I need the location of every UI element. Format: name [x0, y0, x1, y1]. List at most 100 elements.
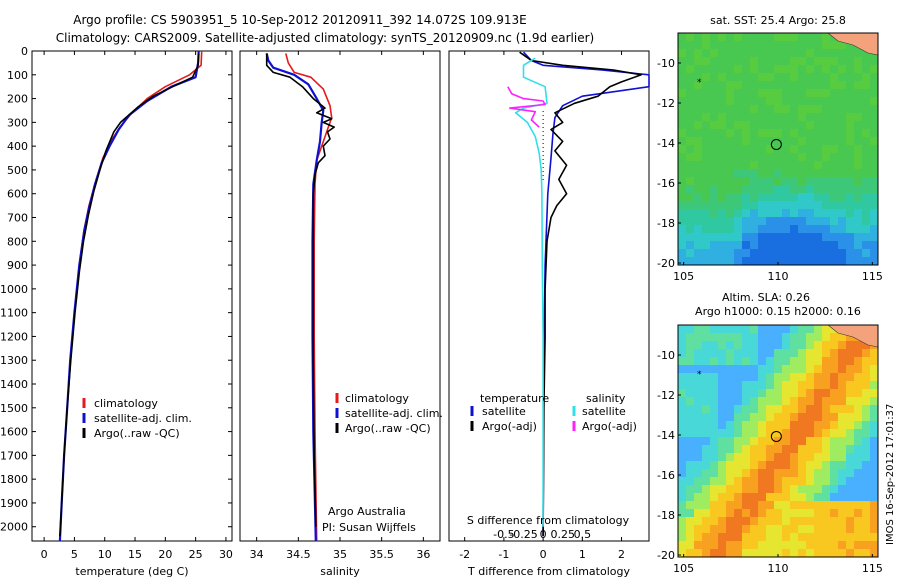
map-cell: [702, 501, 711, 510]
map-cell: [750, 341, 759, 350]
sst-map-axes: 105 110 115-10-12-14-16-18-20: [657, 57, 883, 283]
map-cell: [838, 333, 847, 342]
credit-agency: Argo Australia: [328, 505, 406, 518]
map-cell: [838, 241, 847, 250]
map-cell: [830, 533, 839, 542]
map-cell: [854, 169, 863, 178]
map-cell: [822, 477, 831, 486]
map-cell: [830, 169, 839, 178]
map-cell: [750, 389, 759, 398]
map-cell: [734, 129, 743, 138]
map-cell: [862, 177, 871, 186]
map-cell: [790, 421, 799, 430]
map-cell: [774, 421, 783, 430]
map-cell: [822, 509, 831, 518]
map-cell: [726, 517, 735, 526]
depth-tick-label: 800: [7, 235, 28, 248]
map-cell: [686, 153, 695, 162]
map-cell: [702, 257, 711, 266]
map-cell: [726, 365, 735, 374]
depth-tick-label: 0: [21, 45, 28, 58]
map-cell: [806, 381, 815, 390]
map-cell: [734, 493, 743, 502]
map-cell: [782, 501, 791, 510]
map-cell: [718, 161, 727, 170]
depth-tick-label: 600: [7, 188, 28, 201]
map-cell: [854, 397, 863, 406]
map-cell: [702, 429, 711, 438]
map-cell: [862, 541, 871, 550]
map-cell: [678, 177, 687, 186]
map-cell: [742, 105, 751, 114]
map-cell: [750, 89, 759, 98]
map-cell: [710, 97, 719, 106]
map-cell: [718, 525, 727, 534]
map-cell: [750, 81, 759, 90]
map-cell: [782, 225, 791, 234]
map-cell: [822, 257, 831, 266]
map-cell: [702, 137, 711, 146]
map-cell: [758, 397, 767, 406]
map-cell: [814, 357, 823, 366]
map-cell: [822, 357, 831, 366]
map-cell: [686, 201, 695, 210]
map-cell: [822, 365, 831, 374]
map-cell: [734, 65, 743, 74]
map-cell: [822, 65, 831, 74]
map-cell: [862, 113, 871, 122]
map-cell: [694, 217, 703, 226]
map-cell: [734, 389, 743, 398]
map-cell: [790, 365, 799, 374]
map-cell: [702, 209, 711, 218]
map-cell: [806, 549, 815, 558]
map-cell: [766, 373, 775, 382]
legend-label-climatology: climatology: [94, 397, 158, 410]
map-cell: [726, 397, 735, 406]
map-cell: [814, 41, 823, 50]
map-cell: [686, 41, 695, 50]
map-cell: [686, 485, 695, 494]
map-cell: [790, 373, 799, 382]
map-cell: [758, 381, 767, 390]
map-cell: [854, 437, 863, 446]
map-cell: [870, 89, 879, 98]
map-cell: [726, 153, 735, 162]
map-cell: [854, 89, 863, 98]
map-cell: [838, 81, 847, 90]
map-cell: [758, 517, 767, 526]
map-cell: [830, 73, 839, 82]
map-cell: [702, 81, 711, 90]
map-cell: [870, 177, 879, 186]
map-cell: [854, 413, 863, 422]
map-cell: [742, 201, 751, 210]
map-cell: [846, 397, 855, 406]
map-cell: [814, 105, 823, 114]
map-cell: [766, 145, 775, 154]
map-cell: [806, 161, 815, 170]
map-cell: [790, 485, 799, 494]
map-cell: [838, 49, 847, 58]
map-cell: [830, 549, 839, 558]
map-cell: [742, 217, 751, 226]
map-cell: [742, 233, 751, 242]
map-cell: [862, 445, 871, 454]
map-cell: [790, 177, 799, 186]
map-cell: [726, 509, 735, 518]
map-cell: [726, 381, 735, 390]
map-cell: [678, 217, 687, 226]
map-cell: [694, 421, 703, 430]
map-cell: [798, 185, 807, 194]
map-cell: [758, 57, 767, 66]
map-cell: [806, 333, 815, 342]
map-cell: [686, 429, 695, 438]
legend-label-temp-argo: Argo(-adj): [482, 420, 537, 433]
map-cell: [742, 413, 751, 422]
map-cell: [854, 461, 863, 470]
small-float-marker: *: [697, 370, 702, 380]
map-cell: [742, 153, 751, 162]
map-cell: [694, 533, 703, 542]
map-cell: [750, 153, 759, 162]
map-cell: [822, 373, 831, 382]
map-cell: [694, 461, 703, 470]
map-cell: [798, 201, 807, 210]
